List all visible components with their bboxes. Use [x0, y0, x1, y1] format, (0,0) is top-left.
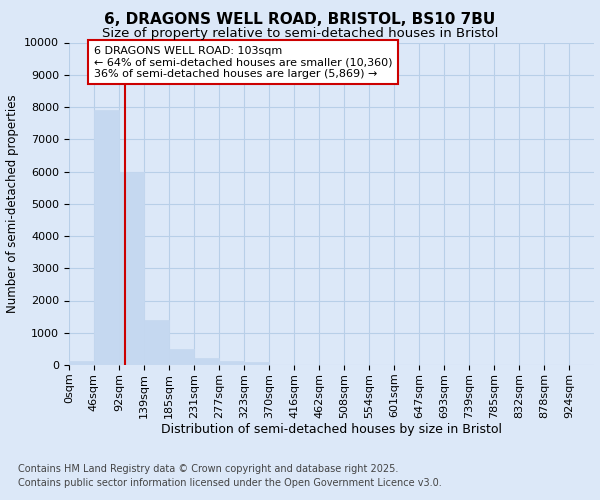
Bar: [244, 362, 269, 365]
Bar: [69, 362, 94, 365]
Bar: [194, 358, 219, 365]
Text: 6, DRAGONS WELL ROAD, BRISTOL, BS10 7BU: 6, DRAGONS WELL ROAD, BRISTOL, BS10 7BU: [104, 12, 496, 28]
Bar: [94, 110, 119, 365]
Bar: [169, 349, 194, 365]
Text: Contains HM Land Registry data © Crown copyright and database right 2025.: Contains HM Land Registry data © Crown c…: [18, 464, 398, 474]
Bar: [219, 361, 244, 365]
Text: Contains public sector information licensed under the Open Government Licence v3: Contains public sector information licen…: [18, 478, 442, 488]
Bar: [144, 320, 169, 365]
Text: Size of property relative to semi-detached houses in Bristol: Size of property relative to semi-detach…: [102, 28, 498, 40]
X-axis label: Distribution of semi-detached houses by size in Bristol: Distribution of semi-detached houses by …: [161, 424, 502, 436]
Bar: [119, 172, 144, 365]
Text: 6 DRAGONS WELL ROAD: 103sqm
← 64% of semi-detached houses are smaller (10,360)
3: 6 DRAGONS WELL ROAD: 103sqm ← 64% of sem…: [94, 46, 392, 79]
Y-axis label: Number of semi-detached properties: Number of semi-detached properties: [6, 94, 19, 313]
